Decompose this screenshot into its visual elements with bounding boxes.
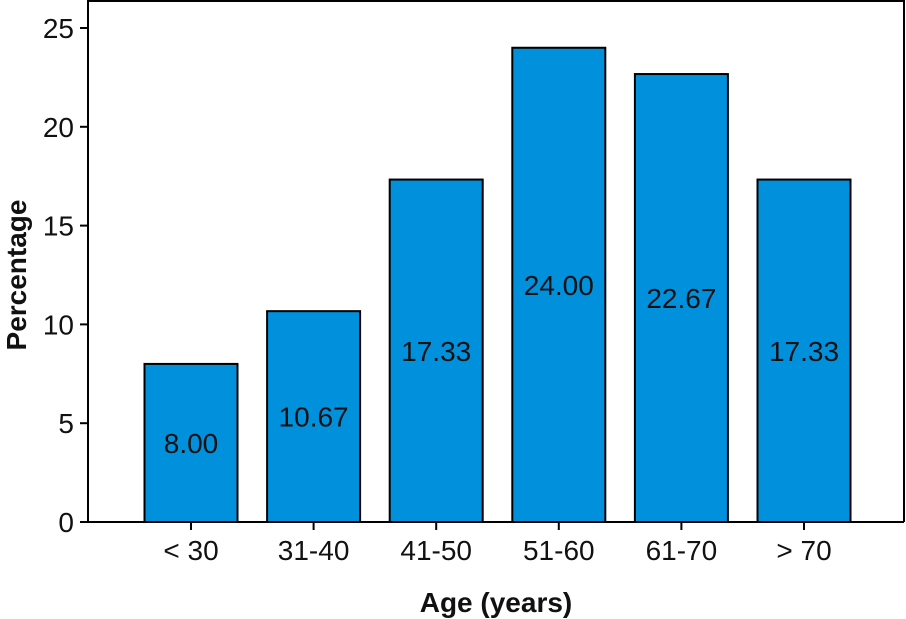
y-axis-ticks: 0 5 10 15 20 25: [43, 13, 88, 538]
x-tick-label: < 30: [163, 535, 218, 566]
y-tick-label: 10: [43, 309, 74, 340]
x-axis-ticks: < 30 31-40 41-50 51-60 61-70 > 70: [163, 522, 832, 566]
bar-data-label: 10.67: [279, 402, 349, 433]
bar: [756, 178, 852, 523]
bar-data-label: 24.00: [524, 270, 594, 301]
x-tick-label: 41-50: [400, 535, 472, 566]
bar-data-label: 8.00: [164, 428, 219, 459]
y-tick-label: 25: [43, 13, 74, 44]
y-tick-label: 20: [43, 112, 74, 143]
bars: 8.00 10.67 17.33 24.00 22.67 17.33: [143, 46, 852, 524]
y-tick-label: 15: [43, 211, 74, 242]
y-tick-label: 5: [58, 408, 74, 439]
x-tick-label: 31-40: [278, 535, 350, 566]
bar-data-label: 17.33: [769, 336, 839, 367]
bar-data-label: 17.33: [401, 336, 471, 367]
y-axis-title: Percentage: [1, 200, 32, 351]
x-tick-label: 51-60: [523, 535, 595, 566]
bar: [143, 362, 239, 524]
bar-data-label: 22.67: [646, 283, 716, 314]
x-axis-title: Age (years): [420, 587, 573, 618]
bar: [511, 46, 607, 523]
y-tick-label: 0: [58, 507, 74, 538]
x-tick-label: 61-70: [646, 535, 718, 566]
x-tick-label: > 70: [776, 535, 831, 566]
bar: [266, 310, 362, 523]
bar: [633, 73, 729, 523]
